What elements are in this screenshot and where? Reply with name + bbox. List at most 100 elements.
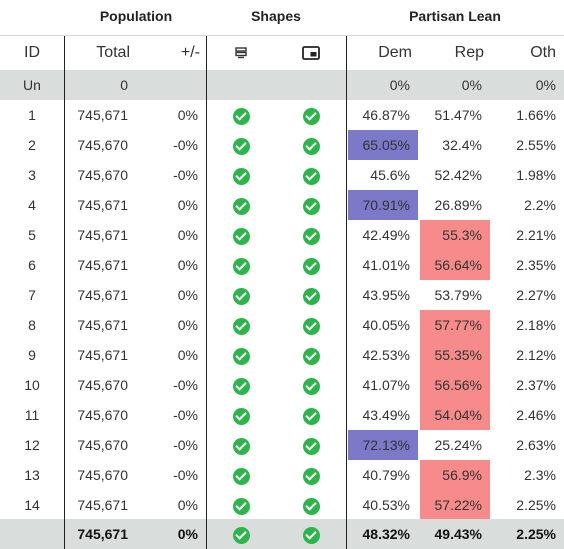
row-total: 745,671 (77, 197, 128, 213)
row-id: 11 (24, 407, 40, 423)
district-row[interactable]: 5 745,671 0% 42.49% 55.3% 2.21% (0, 220, 564, 250)
row-rep: 32.4% (442, 137, 482, 153)
row-total: 745,671 (77, 107, 128, 123)
row-shape-status (206, 460, 276, 490)
col-header-id[interactable]: ID (24, 44, 40, 61)
col-header-oth[interactable]: Oth (530, 44, 556, 61)
row-delta: -0% (173, 437, 198, 453)
col-header-rep[interactable]: Rep (454, 44, 484, 61)
row-rep: 25.24% (434, 437, 482, 453)
row-total: 745,670 (77, 437, 128, 453)
row-delta: -0% (173, 377, 198, 393)
row-dem: 45.6% (370, 167, 410, 183)
district-row[interactable]: 9 745,671 0% 42.53% 55.35% 2.12% (0, 340, 564, 370)
check-circle-icon (302, 407, 320, 425)
row-delta: 0% (177, 107, 198, 123)
window-icon (302, 45, 320, 60)
total-population: 745,671 (77, 526, 128, 542)
col-header-dem[interactable]: Dem (378, 44, 412, 61)
row-oth: 2.2% (524, 197, 556, 213)
row-id: 13 (24, 467, 40, 483)
row-id: 8 (28, 317, 36, 333)
row-shape-status (206, 100, 276, 130)
district-row[interactable]: 13 745,670 -0% 40.79% 56.9% 2.3% (0, 460, 564, 490)
check-circle-icon (302, 137, 320, 155)
check-circle-icon (232, 107, 250, 125)
row-delta: 0% (177, 317, 198, 333)
row-shape-status (276, 220, 346, 250)
row-shape-status (206, 340, 276, 370)
row-dem: 40.79% (362, 467, 410, 483)
check-circle-icon (232, 287, 250, 305)
row-total: 745,671 (77, 347, 128, 363)
row-total: 745,670 (77, 467, 128, 483)
row-id: 6 (28, 257, 36, 273)
row-delta: 0% (177, 497, 198, 513)
check-circle-icon (232, 137, 250, 155)
district-row[interactable]: 11 745,670 -0% 43.49% 54.04% 2.46% (0, 400, 564, 430)
row-id: 1 (28, 107, 36, 123)
row-rep: 56.9% (420, 460, 490, 490)
district-row[interactable]: 1 745,671 0% 46.87% 51.47% 1.66% (0, 100, 564, 130)
row-rep: 51.47% (434, 107, 482, 123)
check-circle-icon (232, 377, 250, 395)
col-header-delta[interactable]: +/- (180, 44, 200, 61)
row-rep: 56.64% (420, 250, 490, 280)
row-rep: 54.04% (420, 400, 490, 430)
check-circle-icon (232, 407, 250, 425)
row-delta: -0% (173, 137, 198, 153)
row-total: 0 (120, 77, 128, 93)
district-row[interactable]: 7 745,671 0% 43.95% 53.79% 2.27% (0, 280, 564, 310)
row-oth: 1.66% (516, 107, 556, 123)
row-dem: 70.91% (348, 190, 418, 220)
row-id: 14 (24, 497, 40, 513)
row-oth: 2.3% (524, 467, 556, 483)
check-circle-icon (302, 317, 320, 335)
row-dem: 43.49% (362, 407, 410, 423)
district-row[interactable]: 12 745,670 -0% 72.13% 25.24% 2.63% (0, 430, 564, 460)
header-divider (0, 35, 564, 36)
row-rep: 56.56% (420, 370, 490, 400)
group-shapes: Shapes (251, 8, 301, 24)
row-shape-status (276, 250, 346, 280)
total-shape-a (206, 519, 276, 549)
row-rep: 57.77% (420, 310, 490, 340)
district-row[interactable]: 14 745,671 0% 40.53% 57.22% 2.25% (0, 490, 564, 520)
col-header-shape-b[interactable] (276, 36, 346, 70)
row-dem: 41.01% (362, 257, 410, 273)
row-rep: 52.42% (434, 167, 482, 183)
check-circle-icon (302, 197, 320, 215)
unassigned-row[interactable]: Un 0 0% 0% 0% (0, 70, 564, 100)
row-shape-status (206, 250, 276, 280)
row-dem: 65.05% (348, 130, 418, 160)
row-rep: 53.79% (434, 287, 482, 303)
row-id: 3 (28, 167, 36, 183)
row-id: 5 (28, 227, 36, 243)
row-oth: 2.21% (516, 227, 556, 243)
col-header-shape-a[interactable] (206, 36, 276, 70)
district-row[interactable]: 4 745,671 0% 70.91% 26.89% 2.2% (0, 190, 564, 220)
row-id: 7 (28, 287, 36, 303)
row-shape-status (206, 220, 276, 250)
district-row[interactable]: 2 745,670 -0% 65.05% 32.4% 2.55% (0, 130, 564, 160)
row-rep: 0% (461, 77, 482, 93)
check-circle-icon (232, 526, 250, 544)
col-header-total[interactable]: Total (96, 44, 130, 61)
check-circle-icon (302, 107, 320, 125)
row-shape-status (276, 460, 346, 490)
row-shape-status (206, 430, 276, 460)
row-shape-status (206, 130, 276, 160)
check-circle-icon (302, 287, 320, 305)
row-delta: 0% (177, 257, 198, 273)
row-delta: 0% (177, 197, 198, 213)
district-row[interactable]: 10 745,670 -0% 41.07% 56.56% 2.37% (0, 370, 564, 400)
row-oth: 2.37% (516, 377, 556, 393)
district-row[interactable]: 3 745,670 -0% 45.6% 52.42% 1.98% (0, 160, 564, 190)
row-shape-status (206, 490, 276, 520)
check-circle-icon (302, 257, 320, 275)
district-row[interactable]: 6 745,671 0% 41.01% 56.64% 2.35% (0, 250, 564, 280)
row-rep: 57.22% (420, 490, 490, 520)
district-row[interactable]: 8 745,671 0% 40.05% 57.77% 2.18% (0, 310, 564, 340)
row-shape-status (276, 190, 346, 220)
